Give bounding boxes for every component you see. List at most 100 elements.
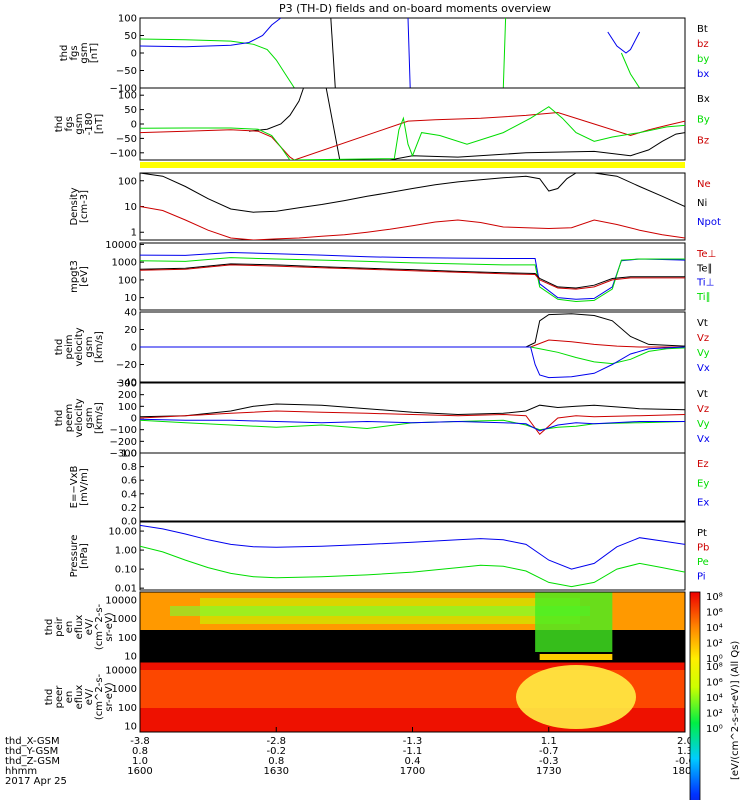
panel-peer: 10000 1000 100 10 thd peer en eflux eV/(cm^2-s-s… [44, 666, 144, 733]
peir-spike [535, 592, 613, 652]
xtick-label-x: -3.8 [130, 736, 150, 747]
ytick-label: −20 [116, 360, 137, 371]
ytick-label: −300 [110, 449, 137, 460]
ytick-label: 1 [131, 228, 137, 239]
legend-Vt: Vt [697, 318, 708, 329]
ephemeris-value: 1700 [400, 766, 425, 777]
panel-frame [139, 382, 686, 454]
ephemeris-value: 1800 [672, 766, 697, 777]
peer-hot-region [516, 665, 636, 729]
series-bx2 [407, 18, 411, 88]
ylabel-line: mpgt3 [69, 260, 80, 293]
panel-peim: 40 20 0 −20 −40 thd peim velocity gsm [km/s] Vt Vz V… [54, 308, 710, 389]
ylabel-line: en [64, 621, 75, 634]
legend-Bt: Bt [697, 24, 708, 35]
xtick-label-x: -1.3 [403, 736, 423, 747]
ephemeris-value: 1.0 [132, 756, 148, 767]
ytick-label: 0 [131, 49, 137, 60]
ephemeris-value: 1.3 [677, 746, 693, 757]
series-Vx [140, 346, 685, 379]
series-By [140, 106, 685, 160]
series-Ti∥ [140, 257, 685, 303]
ytick-label: −100 [110, 425, 137, 436]
colorbar-tick: 10² [706, 709, 723, 720]
series-Vx [140, 418, 685, 432]
ytick-label: 10 [124, 722, 137, 733]
ytick-label: 20 [124, 325, 137, 336]
colorbar-tick: 10⁴ [706, 623, 723, 634]
ytick-label: 0.8 [121, 462, 137, 473]
ephemeris-label: thd_X-GSM [5, 736, 60, 747]
yellow-status-bar [140, 162, 685, 168]
legend-Ex: Ex [697, 498, 709, 509]
ytick-label: 10000 [105, 596, 137, 607]
panel-density: 100 10 1 Density [cm-3] Ne Ni Npot [69, 172, 721, 241]
ytick-label: 100 [118, 703, 137, 714]
ylabel-line: gsm [84, 336, 95, 357]
colorbar-gradient [689, 591, 701, 800]
legend-Ti⊥: Ti⊥ [696, 278, 714, 289]
legend-bz: bz [697, 39, 709, 50]
ylabel-line: peir [54, 616, 65, 636]
ytick-label: 0 [131, 414, 137, 425]
panel-frame [139, 172, 686, 241]
ytick-label: −50 [116, 66, 137, 77]
panel-temp: 10000 1000 100 10 mpgt3 [eV] Te⊥ Te∥ Ti⊥ Ti∥ [69, 240, 716, 311]
series-Ni [140, 173, 685, 213]
panel-efield: 1.0 0.8 0.6 0.4 0.2 0.0 E=−VxB [mV/m] Ez Ey Ex [69, 449, 709, 528]
series-Vy [140, 419, 685, 431]
ytick-label: −200 [110, 437, 137, 448]
ylabel-line: eflux [74, 685, 85, 710]
ytick-label: 0.6 [121, 476, 137, 487]
legend-Vx: Vx [697, 363, 710, 374]
series-by3 [620, 52, 641, 88]
series-Te⊥ [140, 264, 685, 290]
ylabel-line: fgs [69, 45, 80, 60]
ytick-label: 0 [131, 120, 137, 131]
legend-Vz: Vz [697, 333, 709, 344]
series-Pi [140, 524, 685, 570]
date-label: 2017 Apr 25 [5, 776, 67, 787]
series-Bz [140, 111, 685, 160]
ytick-label: 0.0 [121, 517, 137, 528]
series-Pe [140, 545, 685, 588]
ytick-label: 50 [124, 31, 137, 42]
legend-Vx: Vx [697, 434, 710, 445]
spectrograms [139, 591, 686, 733]
legend-Vz: Vz [697, 404, 709, 415]
series-Vt [140, 403, 685, 418]
ylabel-line: sr-eV) [104, 612, 115, 641]
series-by2 [502, 18, 507, 88]
colorbar-tick: 10⁸ [706, 662, 723, 673]
series-Ne [140, 206, 685, 240]
legend-Ez: Ez [697, 459, 709, 470]
colorbar-tick: 10⁶ [706, 678, 723, 689]
series-bx3 [607, 31, 641, 54]
spectrogram-peir [139, 591, 686, 663]
legend-Ti∥: Ti∥ [696, 292, 711, 303]
ytick-label: 100 [118, 633, 137, 644]
ephemeris-value: -0.3 [539, 756, 559, 767]
colorbar-tick: 10⁶ [706, 608, 723, 619]
ytick-label: 10 [124, 202, 137, 213]
xtick-label-x: -2.8 [266, 736, 286, 747]
series-Te∥ [140, 263, 685, 289]
ytick-label: 10000 [105, 666, 137, 677]
panel-frame [139, 452, 686, 522]
ephemeris-label: thd_Y-GSM [5, 746, 58, 757]
ylabel-line: eflux [74, 615, 85, 640]
ylabel-line: Density [69, 187, 80, 225]
ylabel-line: [km/s] [94, 402, 105, 434]
ephemeris-value: 1600 [127, 766, 152, 777]
ylabel-line: peer [54, 685, 65, 709]
legend-by: by [697, 54, 709, 65]
peir-band-center [170, 606, 590, 616]
ylabel-line: Pressure [69, 535, 80, 578]
legend-Vy: Vy [697, 419, 710, 430]
legend-Ni: Ni [697, 198, 707, 209]
ylabel-line: [eV] [79, 266, 90, 287]
legend-Bx: Bx [697, 94, 710, 105]
